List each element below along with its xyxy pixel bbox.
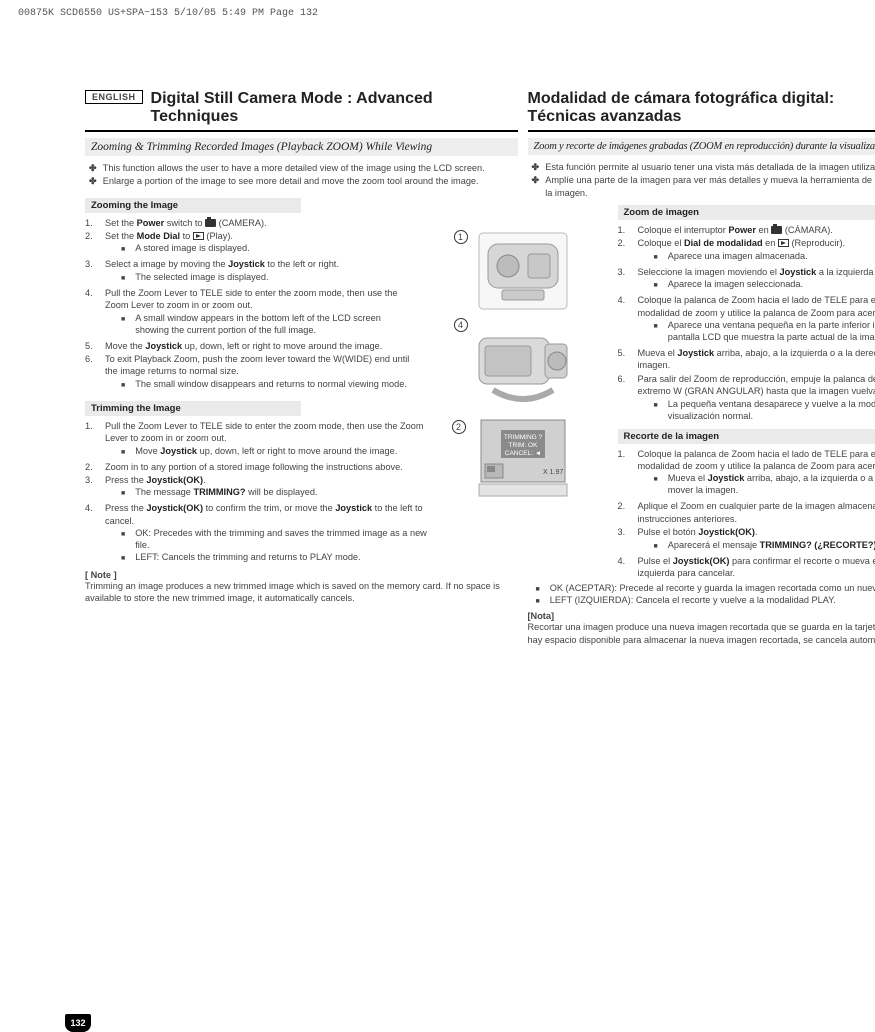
trim-steps-en: 1.Pull the Zoom Lever to TELE side to en… bbox=[85, 420, 518, 566]
play-icon bbox=[778, 239, 789, 247]
note-es: Recortar una imagen produce una nueva im… bbox=[528, 621, 875, 646]
zoom-hd-es: Zoom de imagen bbox=[618, 205, 875, 220]
section-bar-es: Zoom y recorte de imágenes grabadas (ZOO… bbox=[528, 138, 875, 155]
trim-after-es: OK (ACEPTAR): Precede al recorte y guard… bbox=[536, 583, 875, 607]
step-marker-4: 4 bbox=[454, 318, 468, 332]
print-header: 00875K SCD6550 US+SPA~153 5/10/05 5:49 P… bbox=[18, 8, 318, 19]
zoom-hd-en: Zooming the Image bbox=[85, 198, 301, 213]
note-hd-en: [ Note ] bbox=[85, 570, 518, 580]
zoom-steps-en: 1.Set the Power switch to (CAMERA).2.Set… bbox=[85, 217, 518, 393]
lcd-line3: CANCEL: ◄ bbox=[504, 450, 540, 457]
spanish-column: Modalidad de cámara fotográfica digital:… bbox=[528, 90, 875, 646]
play-icon bbox=[193, 232, 204, 240]
intro-es: ✤Esta función permite al usuario tener u… bbox=[532, 161, 875, 199]
lcd-line1: TRIMMING ? bbox=[503, 434, 542, 441]
step-marker-2: 2 bbox=[452, 420, 466, 434]
camera-icon bbox=[205, 219, 216, 227]
figure-camera-top: 1 bbox=[468, 232, 578, 310]
lcd-line2: TRIM: OK bbox=[508, 442, 538, 449]
section-bar-en: Zooming & Trimming Recorded Images (Play… bbox=[85, 138, 518, 156]
figure-camera-side: 4 bbox=[468, 320, 578, 408]
intro-en: ✤This function allows the user to have a… bbox=[89, 162, 518, 188]
title-es: Modalidad de cámara fotográfica digital:… bbox=[528, 90, 875, 127]
lang-badge-en: ENGLISH bbox=[85, 90, 143, 104]
note-hd-es: [Nota] bbox=[528, 611, 875, 621]
trim-hd-es: Recorte de la imagen bbox=[618, 429, 875, 444]
step-marker-1: 1 bbox=[454, 230, 468, 244]
zoom-readout: X 1.97 bbox=[543, 469, 563, 476]
english-column: ENGLISH Digital Still Camera Mode : Adva… bbox=[85, 90, 518, 646]
camera-icon bbox=[771, 226, 782, 234]
note-en: Trimming an image produces a new trimmed… bbox=[85, 580, 518, 605]
trim-steps-es: 1.Coloque la palanca de Zoom hacia el la… bbox=[618, 448, 875, 580]
figure-column: 1 4 2 TRIMMING ? bbox=[468, 232, 578, 508]
page-number-badge: 132 bbox=[65, 1014, 91, 1032]
figure-lcd-trimming: 2 TRIMMING ? TRIM: OK CANCEL: ◄ X 1.97 bbox=[468, 418, 578, 498]
title-en: Digital Still Camera Mode : Advanced Tec… bbox=[151, 90, 518, 127]
trim-hd-en: Trimming the Image bbox=[85, 401, 301, 416]
zoom-steps-es: 1.Coloque el interruptor Power en (CÁMAR… bbox=[618, 224, 875, 425]
